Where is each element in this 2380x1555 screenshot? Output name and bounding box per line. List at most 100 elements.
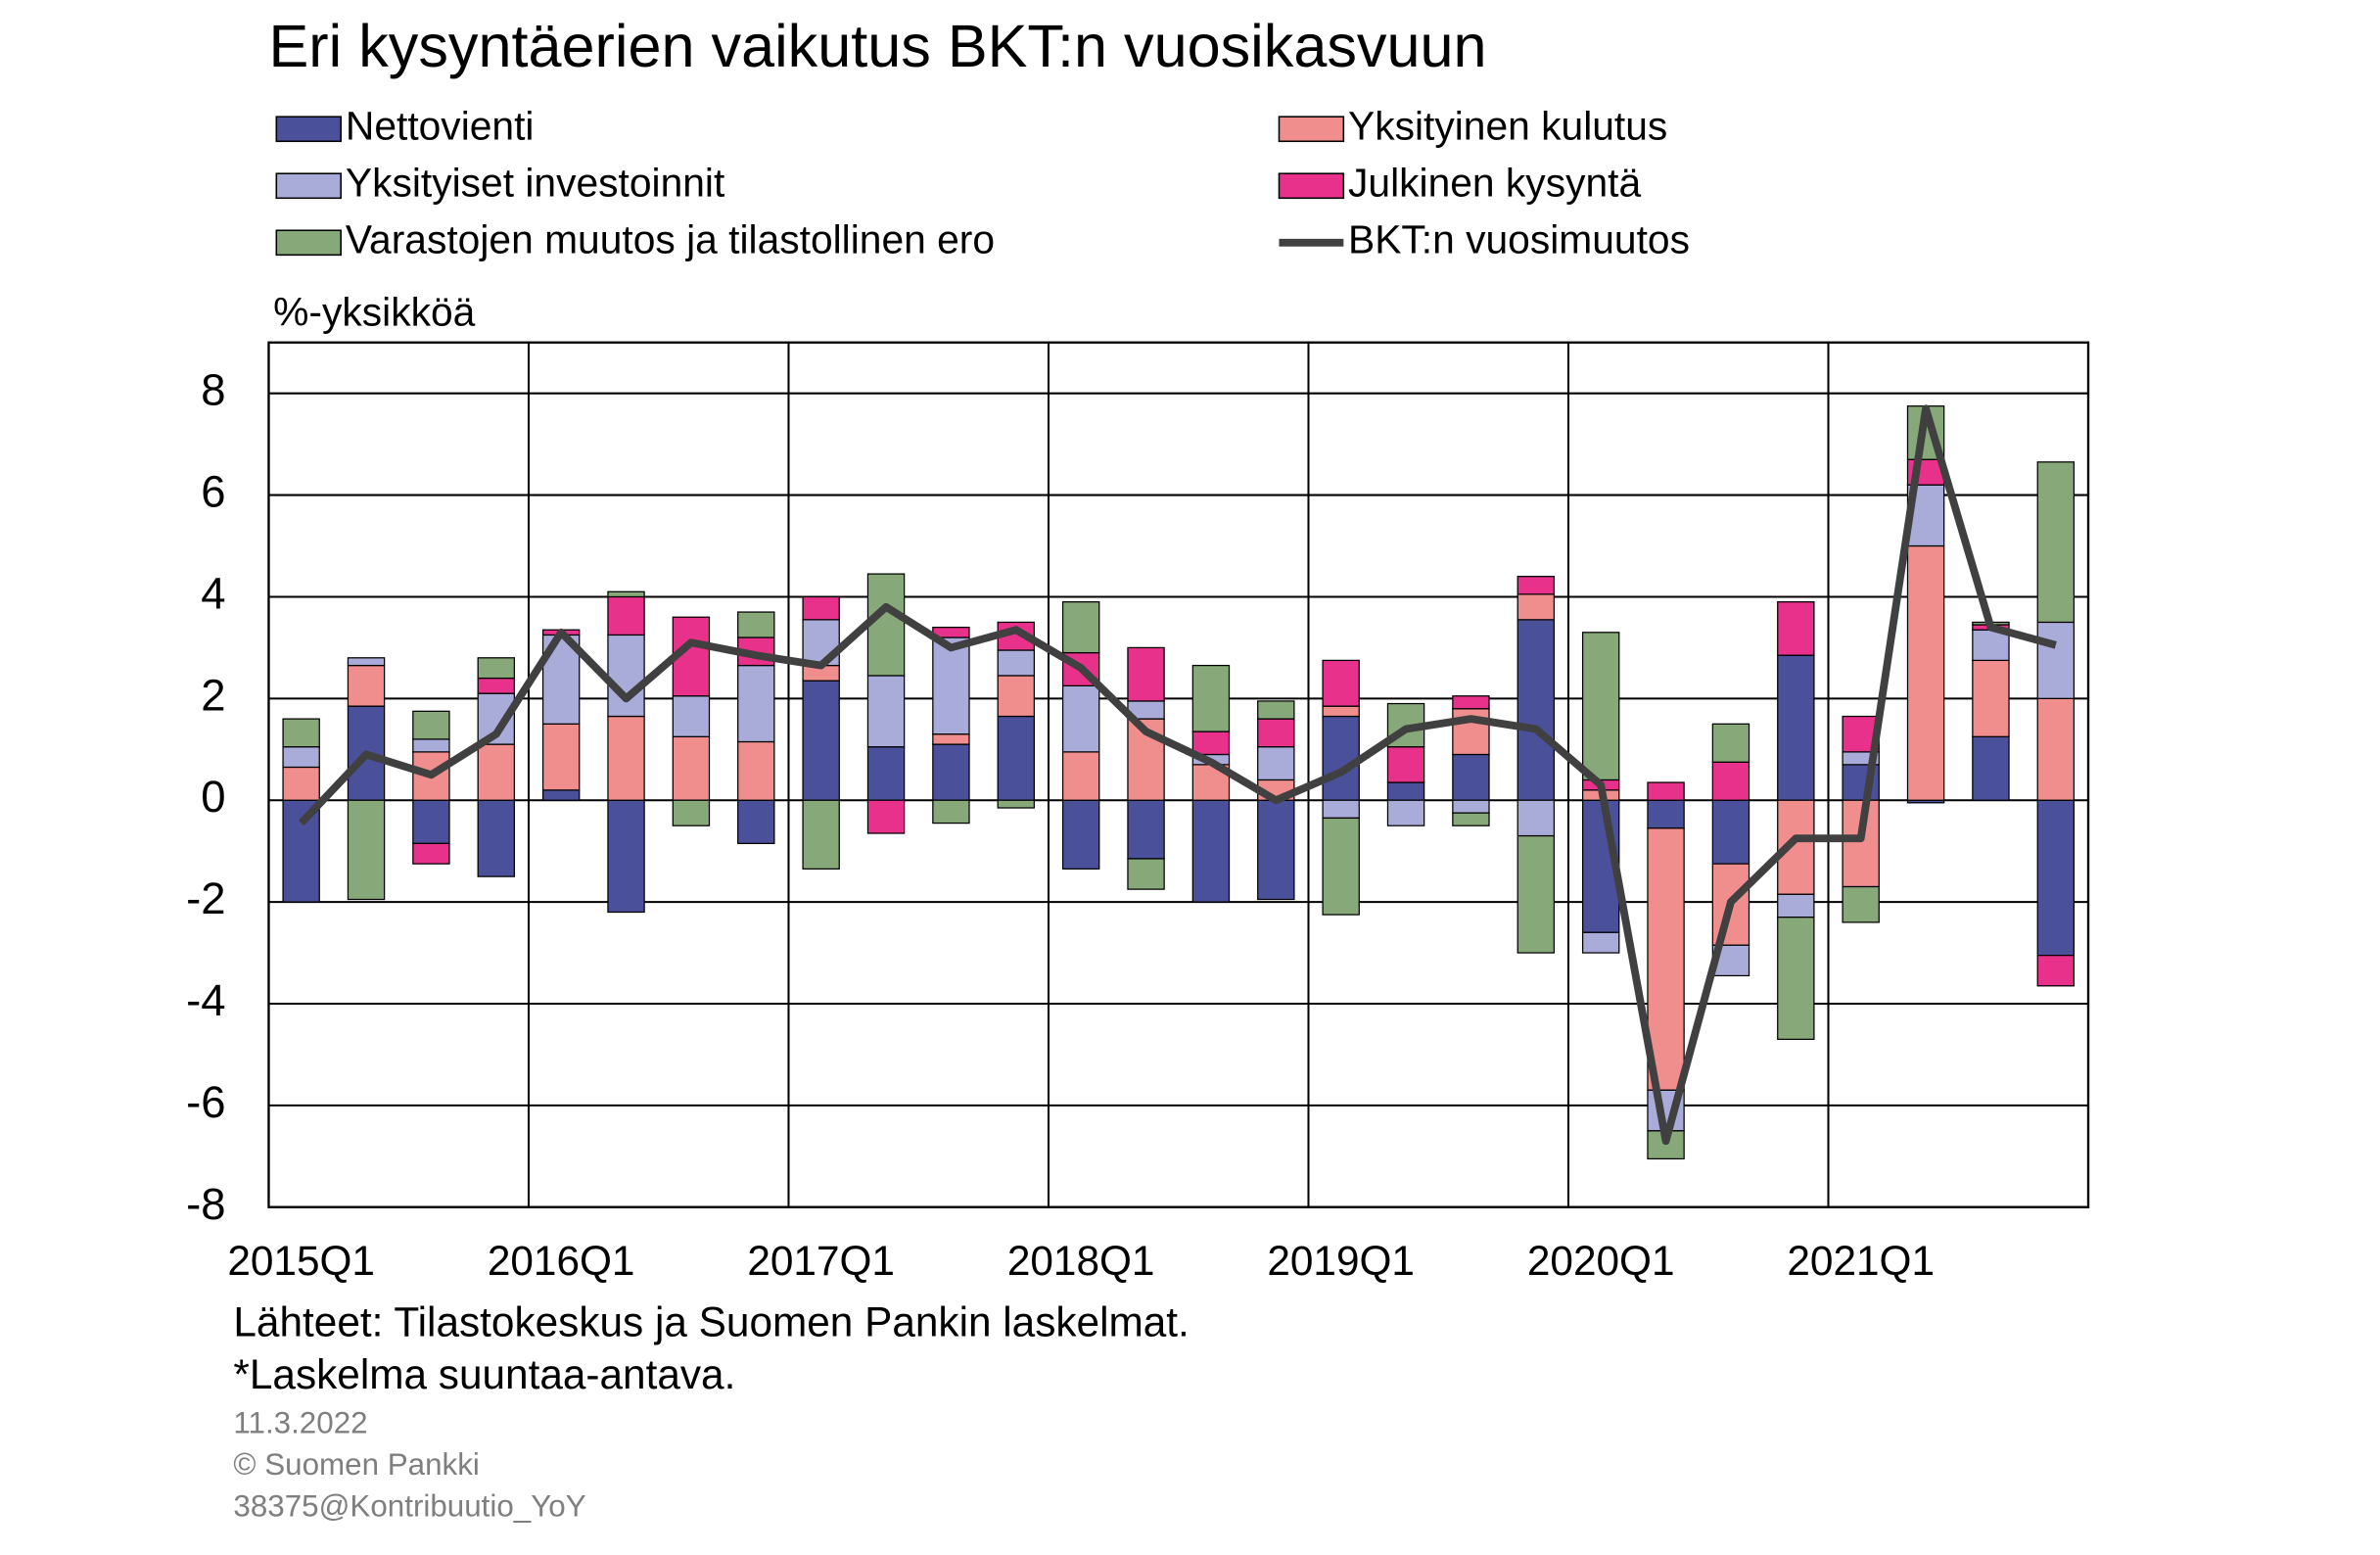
chart-title: Eri kysyntäerien vaikutus BKT:n vuosikas… xyxy=(268,13,1486,79)
bar-segment xyxy=(1127,646,1165,702)
bar-segment xyxy=(1517,576,1556,595)
bar-segment xyxy=(1322,715,1360,801)
bar-segment xyxy=(802,680,840,801)
bar-segment xyxy=(2036,955,2076,987)
bar-segment xyxy=(607,715,645,801)
bar-segment xyxy=(1647,827,1685,1091)
footer: 11.3.2022 xyxy=(233,1406,367,1440)
bar-segment xyxy=(412,738,450,753)
bar-segment xyxy=(1581,632,1620,781)
bar-segment xyxy=(1517,834,1556,954)
legend-label: Nettovienti xyxy=(346,104,535,149)
y-tick-label: -8 xyxy=(186,1179,225,1229)
bar-segment xyxy=(282,718,320,748)
bar-segment xyxy=(412,710,450,740)
bar-segment xyxy=(1322,817,1360,916)
bar-segment xyxy=(1061,684,1100,753)
bar-segment xyxy=(282,746,320,769)
legend-label: Yksityiset investoinnit xyxy=(346,161,725,206)
bar-segment xyxy=(1777,601,1815,656)
x-tick-label: 2018Q1 xyxy=(1007,1238,1155,1284)
bar-segment xyxy=(477,677,515,694)
bar-segment xyxy=(607,634,645,718)
bar-segment xyxy=(1257,700,1295,720)
bar-segment xyxy=(866,746,906,801)
legend-swatch xyxy=(1278,172,1345,200)
bar-segment xyxy=(1517,593,1556,621)
bar-segment xyxy=(1711,799,1750,865)
legend-label: Yksityinen kulutus xyxy=(1348,104,1667,149)
plot-frame xyxy=(267,341,2090,1208)
bar-segment xyxy=(1452,812,1490,826)
bar-segment xyxy=(477,657,515,680)
footer: 38375@Kontribuutio_YoY xyxy=(233,1488,585,1523)
bar-segment xyxy=(1322,705,1360,718)
bar-segment xyxy=(672,735,711,801)
bar-segment xyxy=(541,723,581,791)
bar-segment xyxy=(932,743,970,801)
bar-segment xyxy=(1061,799,1100,870)
bar-segment xyxy=(1322,799,1360,820)
bar-segment xyxy=(1906,544,1945,801)
bar-segment xyxy=(1517,619,1556,801)
x-tick-label: 2020Q1 xyxy=(1527,1238,1675,1284)
y-tick-label: 8 xyxy=(201,365,225,415)
legend-swatch xyxy=(275,229,342,257)
bar-segment xyxy=(412,842,450,865)
bar-segment xyxy=(541,789,581,801)
bar-segment xyxy=(1972,659,2010,737)
bar-segment xyxy=(1777,654,1815,801)
bar-segment xyxy=(1322,659,1360,707)
bar-segment xyxy=(1452,799,1490,814)
bar-segment xyxy=(866,675,906,748)
x-tick-label: 2016Q1 xyxy=(488,1238,635,1284)
bar-segment xyxy=(412,799,450,845)
bar-segment xyxy=(1777,893,1815,919)
line xyxy=(298,404,2057,1146)
y-tick-label: -6 xyxy=(186,1077,225,1127)
bar-segment xyxy=(1191,730,1231,756)
bar-segment xyxy=(2036,799,2076,957)
bar-segment xyxy=(1257,799,1295,901)
bar-segment xyxy=(347,664,386,707)
legend-swatch xyxy=(275,172,342,200)
bar-segment xyxy=(1452,753,1490,801)
bar-segment xyxy=(347,799,386,901)
bar-segment xyxy=(932,733,970,745)
bar-segment xyxy=(1061,601,1100,654)
legend-label: Varastojen muutos ja tilastollinen ero xyxy=(346,217,995,262)
legend-swatch xyxy=(1278,116,1345,143)
bar-segment xyxy=(737,664,775,743)
y-tick-label: 0 xyxy=(201,772,225,822)
bar-segment xyxy=(347,657,386,667)
bar-segment xyxy=(1127,799,1165,860)
note: *Laskelma suuntaa-antava. xyxy=(233,1351,735,1397)
bar-segment xyxy=(1711,723,1750,763)
x-tick-label: 2015Q1 xyxy=(227,1238,375,1284)
bar-segment xyxy=(997,675,1036,718)
bar-segment xyxy=(1647,781,1685,801)
bar-segment xyxy=(477,743,515,801)
bar-segment xyxy=(607,799,645,914)
bar-segment xyxy=(1257,718,1295,748)
bar-segment xyxy=(866,799,906,834)
bar-segment xyxy=(737,740,775,801)
legend-swatch xyxy=(275,116,342,143)
y-tick-label: 6 xyxy=(201,467,225,517)
bar-segment xyxy=(1257,746,1295,781)
bar-segment xyxy=(2036,697,2076,801)
bar-segment xyxy=(1191,664,1231,732)
y-tick-label: 2 xyxy=(201,670,225,720)
bar-segment xyxy=(1647,799,1685,829)
bar-segment xyxy=(1452,695,1490,710)
y-tick-label: 4 xyxy=(201,568,225,618)
bar-segment xyxy=(997,649,1036,677)
bar-segment xyxy=(1972,735,2010,801)
bar-segment xyxy=(1386,746,1425,783)
x-tick-label: 2017Q1 xyxy=(747,1238,895,1284)
bar-segment xyxy=(802,595,840,621)
bar-segment xyxy=(932,636,970,735)
x-tick-label: 2021Q1 xyxy=(1787,1238,1935,1284)
legend-label: BKT:n vuosimuutos xyxy=(1348,217,1690,262)
